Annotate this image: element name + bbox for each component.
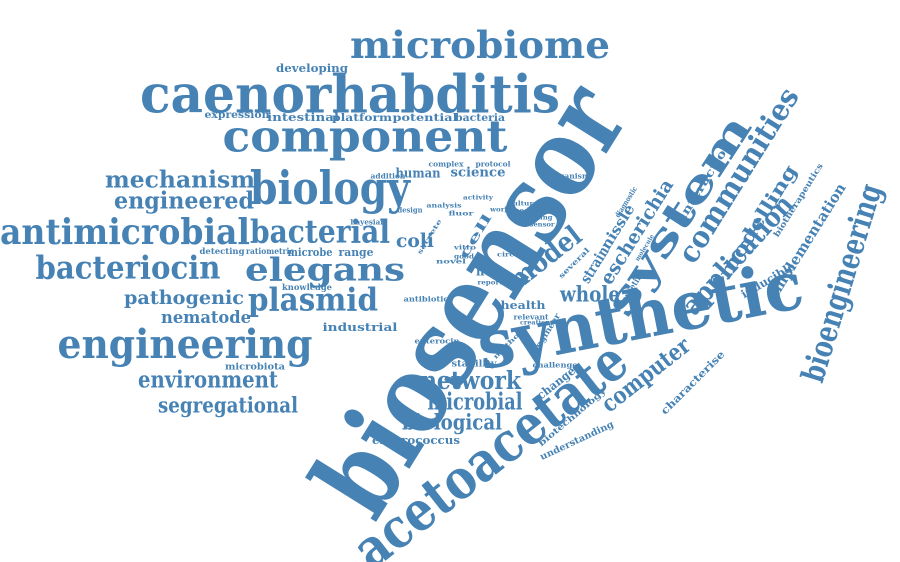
- word-whole: whole: [559, 282, 620, 307]
- word-biology: biology: [250, 161, 411, 215]
- word-host: host: [476, 264, 504, 279]
- word-microbial: microbial: [428, 389, 523, 416]
- word-killing: killing: [528, 215, 554, 222]
- word-fluor: fluor: [449, 211, 475, 218]
- word-environment: environment: [138, 367, 278, 394]
- word-range: range: [339, 245, 374, 259]
- word-antimicrobial: antimicrobial: [0, 211, 250, 253]
- word-expression: expression: [205, 109, 270, 121]
- word-activity: activity: [463, 195, 493, 202]
- word-world: world: [489, 207, 513, 214]
- word-organism: organism: [550, 172, 590, 181]
- word-component: component: [223, 112, 509, 163]
- word-industrial: industrial: [323, 320, 399, 334]
- word-mechanism: mechanism: [105, 167, 255, 194]
- word-potential: potential: [393, 112, 458, 124]
- word-challenge: challenge: [533, 361, 578, 370]
- word-microbe: microbe: [288, 245, 333, 259]
- word-culture: culture: [508, 201, 538, 208]
- word-bacteriocin: bacteriocin: [36, 250, 221, 287]
- word-microbiota: microbiota: [225, 362, 285, 373]
- word-circuit: circuit: [497, 252, 527, 259]
- word-human: human: [396, 166, 441, 181]
- word-complex: complex: [429, 160, 465, 169]
- word-science: science: [451, 165, 506, 180]
- word-bioengineering: bioengineering: [794, 180, 889, 387]
- word-detecting: detecting: [200, 246, 245, 256]
- word-stability: stability: [452, 359, 498, 370]
- word-caenorhabditis: caenorhabditis: [140, 65, 560, 126]
- word-knowledge: knowledge: [282, 282, 332, 292]
- word-antibiotic: antibiotic: [404, 295, 450, 304]
- word-engineering: engineering: [58, 322, 313, 368]
- word-elegans: elegans: [245, 252, 405, 289]
- word-creation: creation: [520, 320, 550, 327]
- word-biological: biological: [402, 410, 502, 435]
- word-based: based: [505, 208, 531, 215]
- word-intestinal: intestinal: [267, 110, 340, 124]
- word-ratiometric: ratiometric: [246, 246, 294, 256]
- word-design: design: [398, 206, 424, 215]
- word-relevant: relevant: [514, 313, 550, 322]
- word-platform: platform: [332, 112, 392, 124]
- word-network: network: [421, 365, 521, 395]
- word-microbiome: microbiome: [350, 23, 610, 67]
- word-plasmid: plasmid: [248, 282, 378, 319]
- word-engineered: engineered: [114, 188, 254, 215]
- word-analysis: analysis: [427, 203, 463, 210]
- word-health: health: [501, 298, 547, 312]
- word-sensor: sensor: [530, 222, 556, 229]
- word-coli: coli: [396, 230, 434, 252]
- word-addition: addition: [371, 172, 407, 181]
- word-developing: developing: [276, 61, 348, 75]
- word-bacteria: bacteria: [455, 112, 505, 124]
- word-novel: novel: [436, 259, 467, 266]
- word-segregational: segregational: [158, 393, 298, 418]
- word-nematode: nematode: [161, 307, 251, 327]
- word-good: good: [454, 254, 475, 261]
- word-enterocin: enterocin: [415, 337, 461, 346]
- word-report: report: [478, 280, 503, 287]
- word-protocol: protocol: [476, 160, 511, 169]
- word-bayesian: bayesian: [351, 218, 387, 227]
- word-pathogenic: pathogenic: [124, 287, 244, 309]
- word-bacterial: bacterial: [250, 214, 390, 251]
- word-vitro: vitro: [453, 245, 476, 252]
- word-enterococcus: enterococcus: [372, 433, 461, 447]
